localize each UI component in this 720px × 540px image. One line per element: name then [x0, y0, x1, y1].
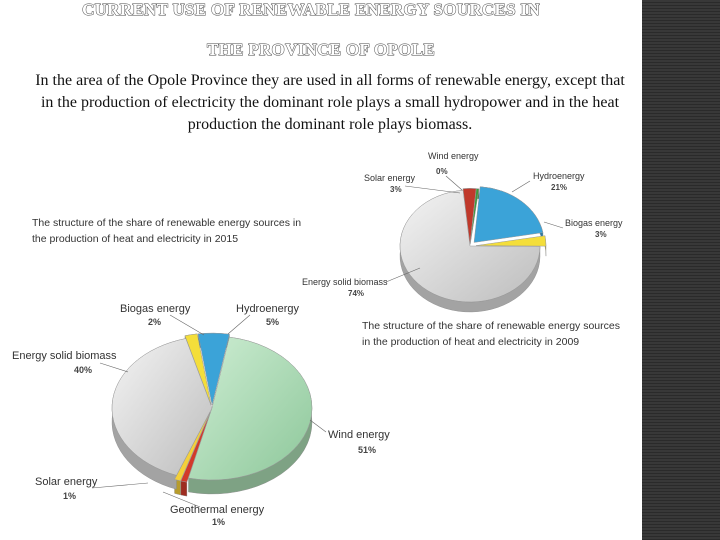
chart-2015-slice-solar-energy [174, 411, 211, 482]
chart-2009-value-biomass: 74% [348, 289, 364, 298]
chart-2015-value-geothermal: 1% [212, 517, 225, 527]
decorative-side-bar [642, 0, 720, 540]
chart-2009-slice-wind-energy [469, 188, 480, 245]
chart-2009-label-biogas: Biogas energy [565, 218, 623, 228]
chart-2015-title-line-1: The structure of the share of renewable … [32, 217, 301, 229]
chart-2009-value-biogas: 3% [595, 230, 607, 239]
chart-2015-label-geothermal: Geothermal energy [170, 504, 265, 516]
chart-2015-label-solar: Solar energy [35, 476, 98, 488]
pie-chart-2009 [399, 186, 547, 313]
chart-2015-label-hydro: Hydroenergy [236, 303, 299, 315]
chart-2009-label-hydro: Hydroenergy [533, 171, 585, 181]
chart-2015-title-line-2: the production of heat and electricity i… [32, 233, 238, 245]
chart-2009-slice-hydroenergy [473, 186, 544, 243]
pie-charts: The structure of the share of renewable … [12, 151, 623, 527]
chart-2015-value-solar: 1% [63, 491, 76, 501]
chart-2015-slice-hydroenergy [197, 332, 230, 406]
chart-2015-label-biogas: Biogas energy [120, 303, 191, 315]
chart-2009-leader-lines [385, 175, 564, 283]
chart-2015-value-biomass: 40% [74, 365, 92, 375]
chart-2015-value-wind: 51% [358, 445, 376, 455]
chart-2015-value-biogas: 2% [148, 317, 161, 327]
chart-2015-slice-biogas-energy [184, 333, 212, 406]
chart-2015-label-wind: Wind energy [328, 429, 390, 441]
chart-2009-label-solar: Solar energy [364, 173, 416, 183]
intro-paragraph: In the area of the Opole Province they a… [35, 72, 625, 133]
chart-2009-value-solar: 3% [390, 185, 402, 194]
slide-title-line-1: CURRENT USE OF RENEWABLE ENERGY SOURCES … [82, 0, 541, 20]
chart-2009-title-line-2: in the production of heat and electricit… [362, 336, 579, 348]
chart-2009-slice-energy-solid-biomass [399, 190, 541, 303]
chart-2015-leader-lines [91, 314, 327, 508]
pie-chart-2015 [111, 332, 313, 497]
chart-2015-slice-side-geothermal-energy [180, 480, 188, 497]
chart-2009-label-biomass: Energy solid biomass [302, 277, 388, 287]
chart-2015-value-hydro: 5% [266, 317, 279, 327]
chart-2009-slice-biogas-energy [475, 235, 547, 247]
chart-2009-value-wind: 0% [436, 167, 448, 176]
chart-2015-label-biomass: Energy solid biomass [12, 350, 117, 362]
chart-2009-value-hydro: 21% [551, 183, 567, 192]
chart-2009-label-wind: Wind energy [428, 151, 479, 161]
slide-title-line-2: THE PROVINCE OF OPOLE [206, 40, 436, 60]
chart-2015-slice-energy-solid-biomass [111, 338, 213, 476]
chart-2015-slice-geothermal-energy [180, 412, 211, 483]
chart-2009-title-line-1: The structure of the share of renewable … [362, 320, 620, 332]
chart-2015-slice-wind-energy [188, 336, 313, 481]
